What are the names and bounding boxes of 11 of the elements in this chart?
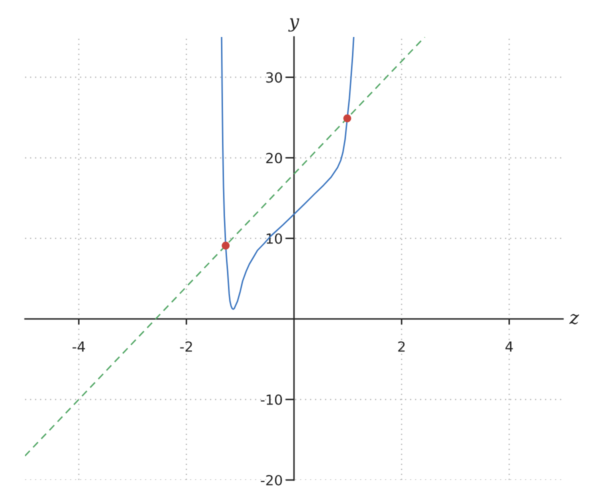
line-series (220, 37, 354, 310)
x-axis-title: z (569, 314, 580, 324)
x-tick-label: -2 (180, 341, 192, 352)
x-tick-label: 2 (398, 341, 405, 352)
y-tick-label: 20 (266, 152, 282, 164)
y-tick-label: -20 (260, 474, 282, 486)
y-tick-label: 30 (266, 72, 282, 83)
x-tick-label: -4 (72, 342, 85, 352)
y-tick-label: -10 (260, 394, 282, 405)
x-tick-label: 4 (505, 342, 513, 352)
y-axis-title: y (288, 18, 300, 32)
